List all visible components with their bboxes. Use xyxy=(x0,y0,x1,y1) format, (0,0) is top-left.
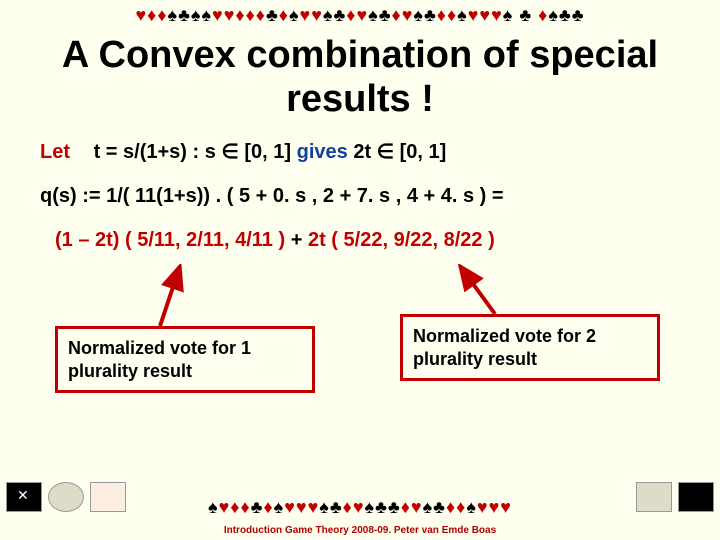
let-keyword: Let xyxy=(40,141,70,163)
let-body-a: t = s/(1+s) : s ∈ [0, 1] xyxy=(94,141,297,163)
result-line: (1 – 2t) ( 5/11, 2/11, 4/11 ) + 2t ( 5/2… xyxy=(55,227,690,254)
result-plus: + xyxy=(291,229,308,251)
suit-border-top: ♥♦♦♠♣♠♠♥♥♦♦♦♣♦♠♥♥♠♣♦♥♠♣♦♥♠♣♦♦♠♥♥♥♠ ♣ ♦♠♣… xyxy=(0,0,720,26)
suit-border-bottom: ♠♥♦♦♣♦♠♥♥♥♠♣♦♥♠♣♣♦♥♠♣♦♦♠♥♥♥ xyxy=(0,492,720,518)
callout-right: Normalized vote for 2 plurality result xyxy=(400,314,660,381)
callout-left: Normalized vote for 1 plurality result xyxy=(55,326,315,393)
result-b: 2t ( 5/22, 9/22, 8/22 ) xyxy=(308,229,495,251)
line-let: Let t = s/(1+s) : s ∈ [0, 1] gives 2t ∈ … xyxy=(40,139,690,165)
page-title: A Convex combination of special results … xyxy=(20,34,700,121)
callout-area: Normalized vote for 1 plurality result N… xyxy=(0,264,720,414)
line-qs: q(s) := 1/( 11(1+s)) . ( 5 + 0. s , 2 + … xyxy=(40,183,690,209)
let-body-b: 2t ∈ [0, 1] xyxy=(353,141,446,163)
gives-keyword: gives xyxy=(297,141,348,163)
result-a: (1 – 2t) ( 5/11, 2/11, 4/11 ) xyxy=(55,229,285,251)
footer-text: Introduction Game Theory 2008-09. Peter … xyxy=(0,525,720,536)
